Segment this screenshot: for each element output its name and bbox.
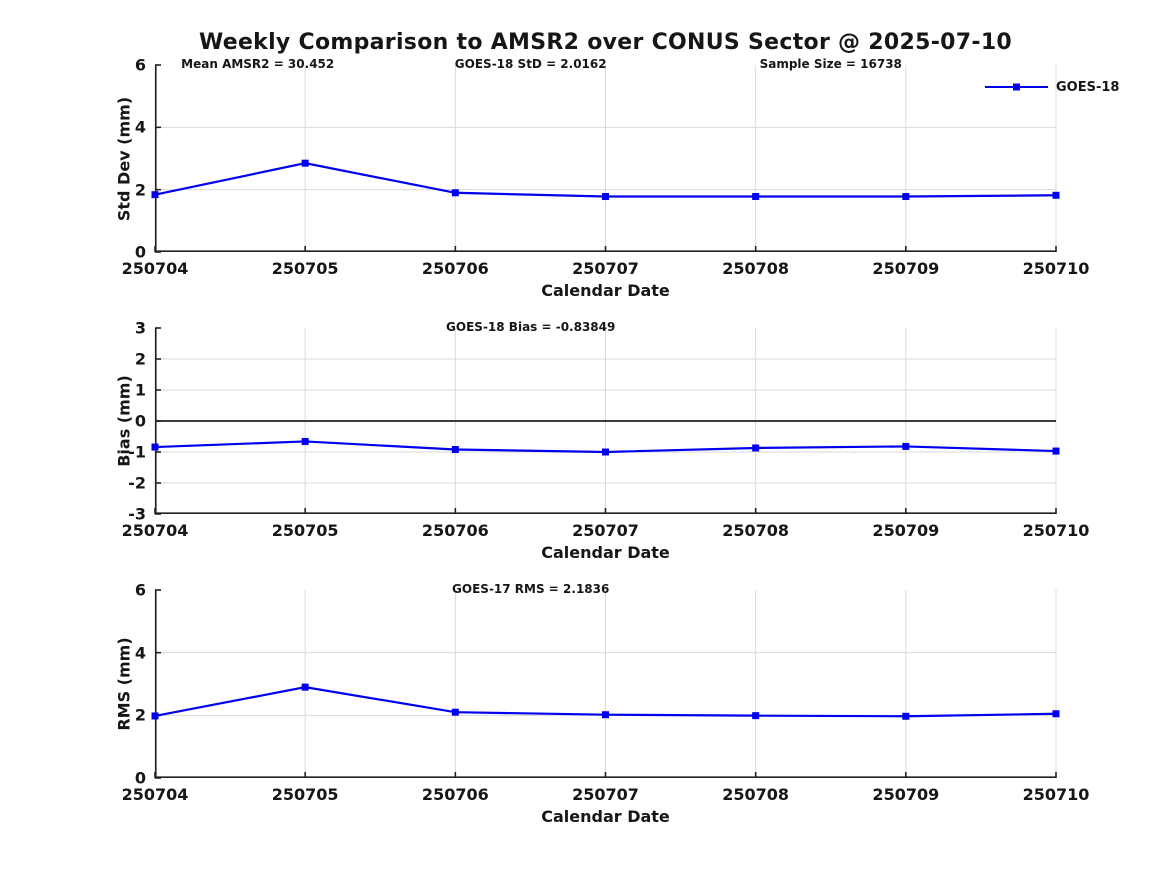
x-tick-label: 250706 xyxy=(421,259,489,278)
y-tick-label: -2 xyxy=(128,473,146,493)
plot-canvas xyxy=(151,327,1060,515)
data-point-marker xyxy=(151,712,159,720)
legend-square-marker-icon xyxy=(1013,83,1020,91)
plot-canvas xyxy=(151,64,1060,253)
y-tick-label: 3 xyxy=(134,318,146,338)
x-tick-label: 250709 xyxy=(872,785,940,804)
x-tick-label: 250710 xyxy=(1022,521,1090,540)
data-point-marker xyxy=(1052,447,1060,455)
legend: GOES-18 xyxy=(985,79,1119,95)
annotation-goes18-std: GOES-18 StD = 2.0162 xyxy=(454,57,607,71)
x-tick-label: 250707 xyxy=(572,259,639,278)
data-point-marker xyxy=(752,444,760,452)
data-point-marker xyxy=(602,193,609,201)
data-point-marker xyxy=(752,193,760,201)
x-tick-label: 250704 xyxy=(121,785,189,804)
x-tick-label: 250707 xyxy=(572,785,639,804)
plot-canvas xyxy=(151,589,1060,779)
annotation-goes17-rms: GOES-17 RMS = 2.1836 xyxy=(452,582,610,596)
x-tick-label: 250709 xyxy=(872,259,940,278)
y-tick-label: 6 xyxy=(134,580,146,600)
y-tick-label: -1 xyxy=(128,442,146,462)
annotation-row: Mean AMSR2 = 30.452 GOES-18 StD = 2.0162… xyxy=(155,57,1056,71)
legend-line-sample xyxy=(985,83,1048,91)
y-tick-label: 4 xyxy=(134,117,146,137)
x-tick-labels: 250704 250705 250706 250707 250708 250709 2507… xyxy=(122,778,1090,804)
y-tick-label: 4 xyxy=(134,643,146,663)
x-tick-label: 250708 xyxy=(722,521,790,540)
x-tick-label: 250706 xyxy=(421,785,489,804)
x-tick-label: 250707 xyxy=(572,521,639,540)
x-tick-label: 250705 xyxy=(271,785,339,804)
annotation-row: GOES-17 RMS = 2.1836 xyxy=(155,582,1056,596)
annotation-mean-amsr2: Mean AMSR2 = 30.452 xyxy=(181,57,335,71)
data-point-marker xyxy=(1052,710,1060,718)
x-tick-labels: 250704 250705 250706 250707 250708 250709 2507… xyxy=(122,252,1090,278)
x-tick-label: 250705 xyxy=(271,259,339,278)
data-point-marker xyxy=(301,683,309,691)
data-point-marker xyxy=(301,159,309,167)
annotation-sample-size: Sample Size = 16738 xyxy=(759,57,902,71)
y-tick-label: 0 xyxy=(134,411,146,431)
x-axis-label: Calendar Date xyxy=(541,543,670,562)
x-tick-label: 250705 xyxy=(271,521,339,540)
data-point-marker xyxy=(151,191,159,199)
y-tick-label: 0 xyxy=(134,242,146,262)
y-tick-label: -3 xyxy=(128,504,146,524)
x-tick-label: 250709 xyxy=(872,521,940,540)
figure-title: Weekly Comparison to AMSR2 over CONUS Se… xyxy=(198,30,1013,55)
y-tick-label: 2 xyxy=(134,705,146,725)
data-point-marker xyxy=(451,708,459,716)
x-axis-label: Calendar Date xyxy=(541,281,670,300)
x-tick-label: 250704 xyxy=(121,521,189,540)
data-point-marker xyxy=(902,712,910,720)
y-tick-label: 1 xyxy=(134,380,146,400)
data-point-marker xyxy=(451,446,459,454)
y-tick-label: 6 xyxy=(134,55,146,75)
x-axis-label: Calendar Date xyxy=(541,807,670,826)
legend-label: GOES-18 xyxy=(1056,79,1120,95)
y-axis-label: Std Dev (mm) xyxy=(114,96,134,221)
y-tick-label: 2 xyxy=(134,180,146,200)
x-tick-labels: 250704 250705 250706 250707 250708 250709 2507… xyxy=(122,514,1090,540)
data-point-marker xyxy=(602,711,609,719)
x-tick-label: 250708 xyxy=(722,259,790,278)
x-tick-label: 250710 xyxy=(1022,785,1090,804)
data-point-marker xyxy=(1052,191,1060,199)
data-point-marker xyxy=(301,437,309,445)
y-axis-label: RMS (mm) xyxy=(114,637,134,731)
annotation-row: GOES-18 Bias = -0.83849 xyxy=(155,320,1056,334)
annotation-goes18-bias: GOES-18 Bias = -0.83849 xyxy=(446,320,616,334)
data-point-marker xyxy=(902,193,910,201)
data-point-marker xyxy=(902,442,910,450)
data-point-marker xyxy=(602,448,609,456)
data-point-marker xyxy=(752,712,760,720)
data-point-marker xyxy=(451,189,459,197)
x-tick-label: 250708 xyxy=(722,785,790,804)
y-tick-label: 2 xyxy=(134,349,146,369)
x-tick-label: 250704 xyxy=(121,259,189,278)
data-point-marker xyxy=(151,443,159,451)
x-tick-label: 250710 xyxy=(1022,259,1090,278)
x-tick-label: 250706 xyxy=(421,521,489,540)
y-tick-label: 0 xyxy=(134,768,146,788)
